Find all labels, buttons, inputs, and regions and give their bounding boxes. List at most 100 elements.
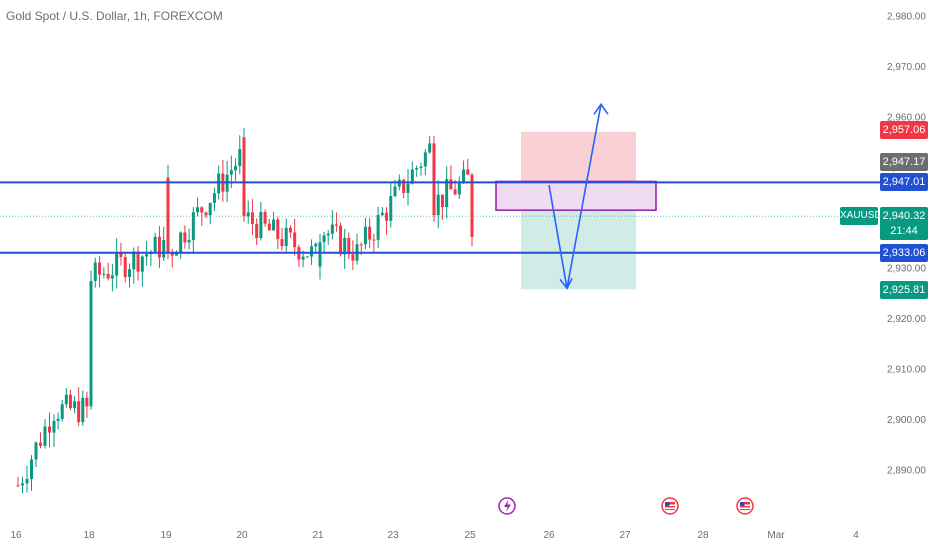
bear-candle bbox=[170, 253, 174, 256]
bear-candle bbox=[136, 251, 140, 272]
bull-candle bbox=[259, 211, 263, 239]
bull-candle bbox=[229, 170, 233, 175]
bear-candle bbox=[372, 239, 376, 241]
lightning-event-icon bbox=[498, 497, 516, 515]
bear-candle bbox=[432, 187, 436, 216]
bull-candle bbox=[423, 152, 427, 167]
bull-candle bbox=[419, 166, 423, 168]
bull-candle bbox=[330, 224, 334, 234]
bear-candle bbox=[98, 262, 102, 275]
bull-candle bbox=[318, 254, 322, 267]
bull-candle bbox=[376, 214, 380, 240]
x-tick-label: 16 bbox=[10, 530, 22, 541]
x-tick-label: 20 bbox=[236, 530, 248, 541]
bull-candle bbox=[34, 442, 38, 460]
bull-candle bbox=[322, 235, 326, 243]
up-arrow-line bbox=[566, 104, 602, 289]
bear-candle bbox=[77, 401, 81, 423]
bull-candle bbox=[25, 478, 29, 484]
lower-level-price-label: 2,933.06 bbox=[880, 244, 928, 262]
bear-candle bbox=[123, 257, 127, 278]
up-arrow-head bbox=[593, 102, 609, 115]
bear-candle bbox=[334, 224, 338, 226]
bull-candle bbox=[64, 394, 68, 405]
bull-candle bbox=[428, 143, 432, 153]
bull-candle bbox=[246, 212, 250, 217]
x-tick-label: 19 bbox=[160, 530, 172, 541]
bull-candle bbox=[153, 236, 157, 252]
us-flag-icon bbox=[736, 497, 754, 515]
bear-candle bbox=[449, 179, 453, 190]
bear-candle bbox=[351, 254, 355, 261]
y-tick-label: 2,920.00 bbox=[887, 314, 926, 325]
bull-candle bbox=[89, 280, 93, 346]
bear-candle bbox=[347, 237, 351, 255]
bull-candle bbox=[318, 242, 322, 255]
bull-candle bbox=[52, 420, 56, 433]
x-tick-label: 25 bbox=[464, 530, 476, 541]
x-tick-label: Mar bbox=[767, 530, 785, 541]
bull-candle bbox=[389, 196, 393, 221]
y-tick-label: 2,890.00 bbox=[887, 466, 926, 477]
bull-candle bbox=[93, 262, 97, 281]
bear-candle bbox=[263, 211, 267, 224]
bull-candle bbox=[110, 275, 114, 279]
entry-zone-box bbox=[495, 180, 657, 212]
bull-candle bbox=[56, 418, 60, 421]
bull-candle bbox=[73, 401, 77, 409]
stop-loss-zone bbox=[521, 131, 636, 182]
bear-candle bbox=[166, 220, 170, 254]
bear-candle bbox=[470, 185, 474, 219]
bear-candle bbox=[242, 137, 246, 187]
bull-candle bbox=[363, 226, 367, 245]
bull-candle bbox=[284, 227, 288, 247]
symbol-tag[interactable]: XAUUSD bbox=[840, 207, 882, 225]
bull-candle bbox=[326, 233, 330, 236]
bull-candle bbox=[436, 194, 440, 216]
bear-candle bbox=[85, 397, 89, 407]
bull-candle bbox=[174, 252, 178, 256]
bear-candle bbox=[466, 169, 470, 175]
bull-candle bbox=[272, 219, 276, 231]
bull-candle bbox=[43, 426, 47, 446]
last-high-price-label: 2,947.17 bbox=[880, 153, 928, 171]
bull-candle bbox=[60, 404, 64, 419]
y-tick-label: 2,980.00 bbox=[887, 12, 926, 23]
bear-candle bbox=[166, 177, 170, 221]
x-tick-label: 28 bbox=[697, 530, 709, 541]
bull-candle bbox=[128, 269, 131, 278]
bull-candle bbox=[102, 273, 106, 275]
x-tick-label: 21 bbox=[312, 530, 324, 541]
bear-candle bbox=[242, 186, 246, 217]
bear-candle bbox=[440, 194, 444, 208]
bull-candle bbox=[81, 397, 85, 423]
bull-candle bbox=[187, 239, 191, 243]
bear-candle bbox=[106, 273, 110, 279]
bear-candle bbox=[453, 189, 457, 195]
bull-candle bbox=[115, 252, 119, 276]
x-tick-label: 4 bbox=[853, 530, 859, 541]
x-tick-label: 27 bbox=[619, 530, 631, 541]
bull-candle bbox=[140, 256, 144, 272]
bear-candle bbox=[293, 232, 297, 248]
bull-candle bbox=[310, 246, 314, 257]
bear-candle bbox=[432, 157, 436, 188]
current-price-label: 2,940.32 bbox=[880, 207, 928, 225]
bear-candle bbox=[359, 244, 363, 246]
y-tick-label: 2,910.00 bbox=[887, 365, 926, 376]
bear-candle bbox=[470, 231, 474, 237]
bull-candle bbox=[89, 404, 93, 407]
down-arrow-line bbox=[548, 184, 568, 289]
bear-candle bbox=[288, 227, 292, 233]
bull-candle bbox=[196, 207, 200, 213]
bear-candle bbox=[255, 223, 259, 239]
bull-candle bbox=[145, 254, 149, 257]
bull-candle bbox=[191, 212, 195, 240]
bull-candle bbox=[212, 193, 216, 203]
bear-candle bbox=[119, 252, 123, 258]
x-tick-label: 18 bbox=[83, 530, 95, 541]
bear-candle bbox=[16, 485, 20, 487]
bear-candle bbox=[267, 223, 271, 231]
